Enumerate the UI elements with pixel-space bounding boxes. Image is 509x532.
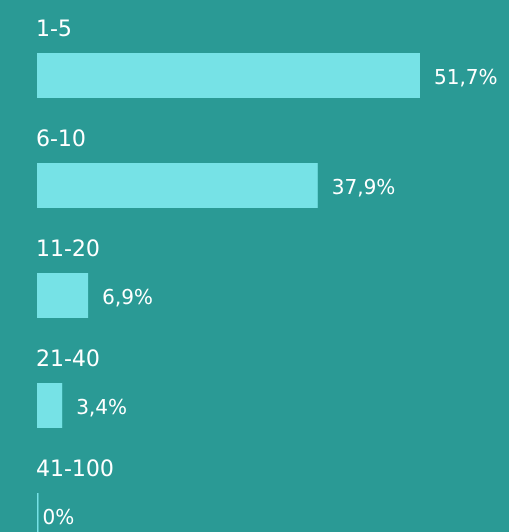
category-label: 41-100	[36, 457, 114, 482]
value-label: 3,4%	[76, 395, 127, 419]
bar	[37, 53, 420, 98]
value-label: 37,9%	[332, 175, 396, 199]
bar	[37, 163, 318, 208]
value-label: 6,9%	[102, 285, 153, 309]
bar	[37, 493, 39, 532]
category-label: 1-5	[36, 17, 72, 42]
value-label: 51,7%	[434, 65, 498, 89]
category-label: 6-10	[36, 127, 86, 152]
bar	[37, 383, 63, 428]
value-label: 0%	[43, 505, 75, 529]
category-label: 11-20	[36, 237, 100, 262]
category-label: 21-40	[36, 347, 100, 372]
bar	[37, 273, 89, 318]
